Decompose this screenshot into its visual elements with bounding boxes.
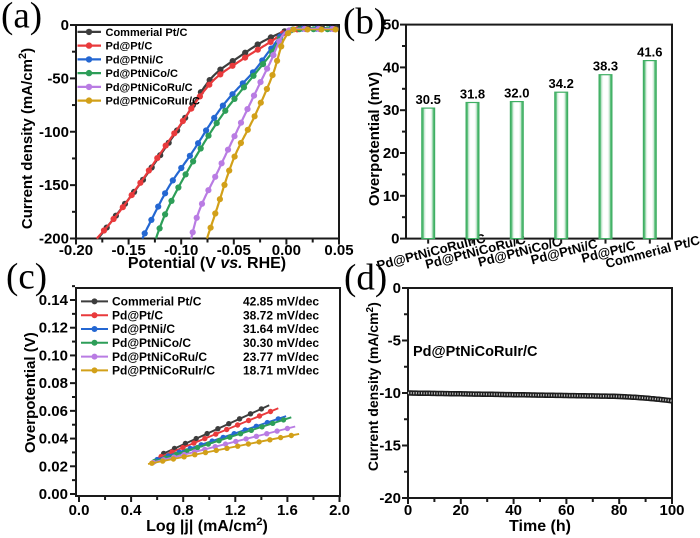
svg-text:50: 50 <box>383 17 400 34</box>
svg-text:-0.10: -0.10 <box>164 242 198 259</box>
svg-text:Pd@PtNi/C: Pd@PtNi/C <box>106 54 164 66</box>
svg-text:1.6: 1.6 <box>277 502 298 519</box>
svg-text:-200: -200 <box>39 231 69 248</box>
svg-text:10: 10 <box>383 188 400 205</box>
svg-text:0.0: 0.0 <box>69 502 90 519</box>
svg-text:0.12: 0.12 <box>39 320 68 337</box>
svg-text:41.6: 41.6 <box>637 45 662 60</box>
svg-text:0.02: 0.02 <box>39 458 68 475</box>
svg-text:0.00: 0.00 <box>39 486 68 503</box>
svg-text:60: 60 <box>558 502 575 519</box>
svg-text:30.30 mV/dec: 30.30 mV/dec <box>243 336 319 350</box>
svg-text:-0.20: -0.20 <box>59 242 93 259</box>
svg-text:30: 30 <box>383 102 400 119</box>
svg-text:0.00: 0.00 <box>272 242 301 259</box>
svg-text:30.5: 30.5 <box>416 92 441 107</box>
svg-text:Pd@Pt/C: Pd@Pt/C <box>106 41 153 53</box>
svg-text:-15: -15 <box>379 438 401 455</box>
svg-text:20: 20 <box>452 502 469 519</box>
svg-text:1.2: 1.2 <box>225 502 246 519</box>
svg-text:Pd@PtNiCoRu/C: Pd@PtNiCoRu/C <box>112 350 207 364</box>
svg-text:38.72 mV/dec: 38.72 mV/dec <box>243 308 319 322</box>
svg-text:20: 20 <box>383 145 400 162</box>
svg-text:Time (h): Time (h) <box>509 518 571 535</box>
svg-text:0.8: 0.8 <box>173 502 194 519</box>
svg-text:-10: -10 <box>379 385 401 402</box>
svg-text:Pd@PtNiCo/C: Pd@PtNiCo/C <box>106 68 179 80</box>
svg-text:0.06: 0.06 <box>39 403 68 420</box>
svg-text:-150: -150 <box>39 177 69 194</box>
svg-text:Pd@PtNiCoRu/C: Pd@PtNiCoRu/C <box>106 82 193 94</box>
svg-text:0.05: 0.05 <box>324 242 353 259</box>
svg-text:(a): (a) <box>1 0 42 37</box>
svg-text:0.10: 0.10 <box>39 347 68 364</box>
svg-text:0.14: 0.14 <box>39 292 69 309</box>
svg-text:2.0: 2.0 <box>329 502 350 519</box>
svg-text:31.64 mV/dec: 31.64 mV/dec <box>243 322 319 336</box>
svg-text:(c): (c) <box>6 257 47 298</box>
svg-text:0.08: 0.08 <box>39 375 68 392</box>
svg-text:100: 100 <box>659 502 684 519</box>
svg-text:Pd@PtNiCo/C: Pd@PtNiCo/C <box>112 336 191 350</box>
svg-text:0.4: 0.4 <box>121 502 143 519</box>
svg-text:-50: -50 <box>47 70 69 87</box>
svg-text:Overpotential (mV): Overpotential (mV) <box>366 72 383 206</box>
svg-text:Pd@PtNiCoRuIr/C: Pd@PtNiCoRuIr/C <box>106 96 201 108</box>
svg-text:(d): (d) <box>344 258 387 299</box>
svg-text:Pd@PtNi/C: Pd@PtNi/C <box>112 322 175 336</box>
svg-text:0: 0 <box>404 502 412 519</box>
svg-text:0: 0 <box>391 231 399 248</box>
svg-text:Commerial Pt/C: Commerial Pt/C <box>106 27 188 39</box>
svg-text:38.3: 38.3 <box>593 59 618 74</box>
svg-text:31.8: 31.8 <box>460 86 485 101</box>
svg-text:Pd@PtNiCoRuIr/C: Pd@PtNiCoRuIr/C <box>413 344 538 360</box>
svg-text:-5: -5 <box>388 333 401 350</box>
svg-text:80: 80 <box>611 502 628 519</box>
svg-text:40: 40 <box>383 59 400 76</box>
svg-text:42.85 mV/dec: 42.85 mV/dec <box>243 295 319 309</box>
svg-text:32.0: 32.0 <box>504 86 529 101</box>
svg-text:18.71 mV/dec: 18.71 mV/dec <box>243 364 319 378</box>
svg-text:Pd@Pt/C: Pd@Pt/C <box>112 308 163 322</box>
svg-text:Potential (V vs. RHE): Potential (V vs. RHE) <box>128 255 286 272</box>
svg-text:-100: -100 <box>39 124 69 141</box>
svg-text:Current density (mA/cm2): Current density (mA/cm2) <box>17 48 36 229</box>
svg-text:Current density (mA/cm2): Current density (mA/cm2) <box>365 302 381 471</box>
svg-text:0.04: 0.04 <box>39 431 69 448</box>
svg-text:23.77 mV/dec: 23.77 mV/dec <box>243 350 319 364</box>
svg-text:34.2: 34.2 <box>549 76 574 91</box>
svg-text:0: 0 <box>393 280 401 297</box>
svg-text:Pd@PtNiCoRuIr/C: Pd@PtNiCoRuIr/C <box>112 364 215 378</box>
svg-text:-20: -20 <box>379 490 401 507</box>
svg-text:-0.05: -0.05 <box>217 242 251 259</box>
svg-text:(b): (b) <box>343 2 386 43</box>
svg-text:Log |j| (mA/cm2): Log |j| (mA/cm2) <box>146 516 268 535</box>
svg-text:40: 40 <box>505 502 522 519</box>
svg-text:0: 0 <box>61 17 69 34</box>
svg-text:-0.15: -0.15 <box>111 242 145 259</box>
svg-text:Overpotential (V): Overpotential (V) <box>22 332 39 453</box>
svg-text:Commerial Pt/C: Commerial Pt/C <box>112 295 202 309</box>
